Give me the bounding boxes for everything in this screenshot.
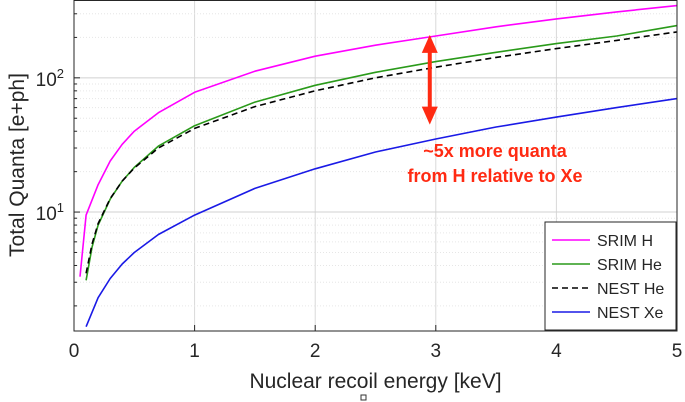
annotation-text-line2: from H relative to Xe bbox=[407, 166, 582, 186]
legend-label: NEST He bbox=[597, 281, 664, 298]
legend-label: SRIM H bbox=[597, 233, 653, 250]
y-tick-base: 10 bbox=[36, 204, 57, 225]
series-line-nest-he bbox=[85, 31, 678, 274]
tiny-marker bbox=[360, 394, 367, 401]
x-tick-label: 1 bbox=[189, 341, 200, 362]
series-line-nest-xe bbox=[85, 97, 678, 328]
plot-frame bbox=[73, 0, 678, 332]
y-tick-label: 102 bbox=[36, 66, 64, 91]
y-tick-base: 10 bbox=[36, 70, 57, 91]
annotation: ~5x more quanta from H relative to Xe bbox=[407, 141, 582, 186]
series-line-srim-h bbox=[79, 4, 678, 277]
legend-label: SRIM He bbox=[597, 257, 662, 274]
y-tick-exponent: 2 bbox=[57, 66, 64, 81]
y-tick-exponent: 1 bbox=[57, 200, 64, 215]
y-axis-label: Total Quanta [e+ph] bbox=[6, 73, 29, 257]
annotation-text-line1: ~5x more quanta bbox=[423, 141, 568, 161]
x-tick-label: 2 bbox=[310, 341, 321, 362]
series-lines bbox=[79, 4, 678, 328]
double-arrow bbox=[421, 34, 438, 125]
x-ticks: 0 1 2 3 4 5 bbox=[69, 325, 683, 362]
x-tick-label: 5 bbox=[672, 341, 683, 362]
arrow-head-up bbox=[421, 34, 438, 53]
x-tick-label: 3 bbox=[431, 341, 442, 362]
legend: SRIM H SRIM He NEST He NEST Xe bbox=[544, 221, 677, 331]
x-tick-label: 0 bbox=[69, 341, 80, 362]
x-axis-label: Nuclear recoil energy [keV] bbox=[249, 370, 501, 393]
x-tick-label: 4 bbox=[551, 341, 562, 362]
arrow-head-down bbox=[421, 106, 438, 125]
legend-label: NEST Xe bbox=[597, 305, 664, 322]
y-tick-label: 101 bbox=[36, 200, 64, 225]
